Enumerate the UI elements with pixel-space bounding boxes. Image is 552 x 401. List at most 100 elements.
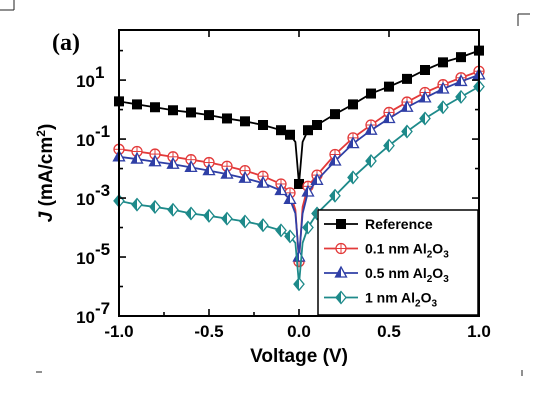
data-point [238,170,252,183]
data-point-fill [438,101,443,114]
y-axis-title-close: ) [36,124,57,130]
legend-marker-fill [335,267,341,277]
data-point-fill [437,82,443,93]
data-point-fill [419,91,425,102]
data-point-fill [311,174,317,185]
data-point [310,172,324,185]
data-point [256,175,270,188]
data-point [436,81,450,94]
data-point-fill [275,184,281,195]
y-tick-exponent: -3 [95,181,110,200]
data-point-fill [347,137,353,148]
data-point-fill [302,186,308,197]
data-point [382,111,396,124]
data-point-fill [473,68,479,79]
data-point [203,156,215,169]
data-point-fill [149,155,155,166]
y-tick-exponent: 1 [95,63,104,82]
data-point-fill [303,221,308,234]
x-tick-label: -0.5 [194,322,223,341]
data-point-fill [402,125,407,138]
data-point [455,89,467,104]
data-point [418,90,432,103]
data-point [402,73,412,84]
data-point [150,102,160,113]
data-point-fill [312,207,317,220]
data-point [454,74,468,87]
data-point-fill [365,124,371,135]
data-point [184,159,198,172]
data-point [303,125,313,136]
data-point [302,220,314,235]
y-tick-exponent: -5 [95,240,110,259]
data-point-fill [330,189,335,202]
y-axis-title-unit: (mA/cm [36,137,57,212]
series-diamond [113,79,485,292]
series-layer [112,45,486,292]
data-point [348,99,358,110]
data-point-fill [329,155,335,166]
data-point-fill [258,219,263,232]
data-point-fill [348,171,353,184]
data-point-fill [383,112,389,123]
data-point [221,211,233,226]
data-point [456,52,466,63]
data-point [240,116,250,127]
data-point-fill [420,112,425,125]
data-point [167,202,179,217]
y-tick-label: 10 [76,249,95,268]
data-point-fill [239,172,245,183]
y-axis-title: J (mA/cm2) [34,124,57,223]
data-point [284,229,296,244]
data-point-fill [114,194,119,207]
legend-label: Reference [365,216,433,232]
legend-marker [334,265,348,278]
data-point-fill [294,278,299,291]
data-point-fill [186,207,191,220]
y-tick-label: 10 [76,308,95,327]
data-point [222,113,232,124]
data-point-fill [384,139,389,152]
legend-marker [335,242,347,255]
data-point [328,153,342,166]
legend-marker-fill [336,291,341,304]
data-point [346,136,360,149]
data-point [293,277,305,292]
page-guides [0,0,530,376]
x-tick-label: 1.0 [467,322,491,341]
data-point-fill [221,168,227,179]
data-point [168,105,178,116]
legend-label: 1 nm Al2O3 [365,290,438,310]
data-point [384,81,394,92]
data-point [330,109,340,120]
y-axis-title-symbol: J [36,211,57,222]
data-point-fill [131,153,137,164]
data-point-fill [474,80,479,93]
data-point-fill [150,200,155,213]
legend-marker [335,290,347,305]
series-triangle [112,67,486,262]
y-tick-label: 10 [76,72,95,91]
data-point-fill [285,230,290,243]
data-point [383,138,395,153]
x-tick-label: 0.5 [377,322,401,341]
y-tick-label: 10 [76,190,95,209]
data-point [220,166,234,179]
data-point [438,57,448,68]
data-point-fill [222,212,227,225]
data-point-fill [203,164,209,175]
data-point-fill [401,101,407,112]
data-point-fill [257,177,263,188]
data-point [437,100,449,115]
data-point [276,125,286,136]
y-tick-exponent: -7 [95,299,110,318]
legend-marker [336,219,346,229]
data-point-fill [132,198,137,211]
data-point [149,199,161,214]
data-point [185,206,197,221]
data-point [420,65,430,76]
data-point [401,124,413,139]
data-point [366,88,376,99]
data-point-fill [168,203,173,216]
